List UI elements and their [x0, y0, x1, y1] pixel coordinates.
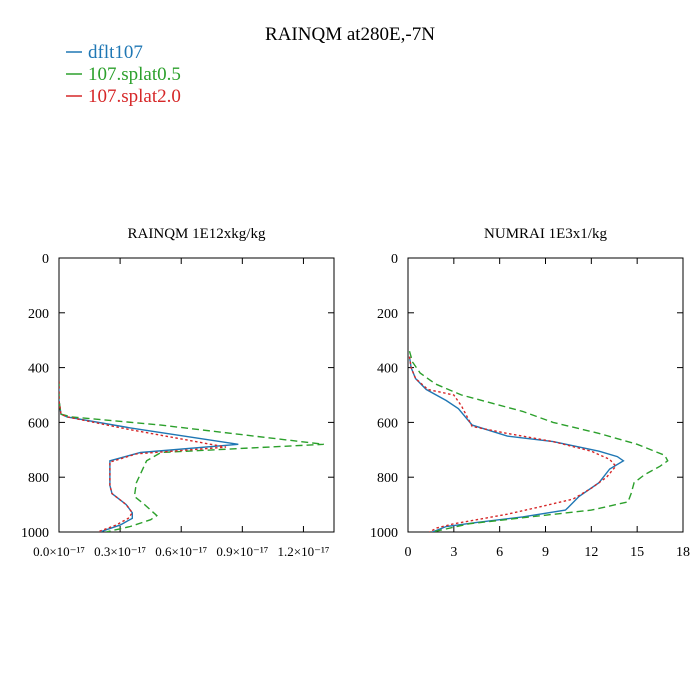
y-tick-label: 1000 [370, 526, 398, 541]
y-tick-label: 0 [42, 252, 49, 267]
y-tick-label: 1000 [21, 526, 49, 541]
y-tick-label: 400 [377, 362, 398, 377]
y-tick-label: 0 [391, 252, 398, 267]
x-tick-label: 3 [450, 545, 457, 560]
x-tick-label: 1.2×10⁻¹⁷ [278, 544, 330, 559]
x-tick-label: 12 [584, 545, 598, 560]
panel-title: NUMRAI 1E3x1/kg [484, 226, 607, 242]
x-tick-label: 0.3×10⁻¹⁷ [94, 544, 146, 559]
series-line-dflt107 [408, 356, 625, 532]
panel-title: RAINQM 1E12xkg/kg [128, 226, 266, 242]
x-tick-label: 9 [542, 545, 549, 560]
y-tick-label: 200 [28, 307, 49, 322]
y-tick-label: 200 [377, 307, 398, 322]
x-tick-label: 0 [405, 545, 412, 560]
x-tick-label: 0.9×10⁻¹⁷ [216, 544, 268, 559]
y-tick-label: 800 [377, 471, 398, 486]
rainqm-panel: RAINQM 1E12xkg/kg 0 200 400 600 800 1000 0.0×10… [21, 226, 335, 559]
numrai-panel: NUMRAI 1E3x1/kg 0 200 400 600 800 1000 0 3 6 9 12 15… [370, 226, 690, 560]
x-tick-label: 0.0×10⁻¹⁷ [33, 544, 85, 559]
series-line-107-splat2-0 [408, 356, 617, 532]
x-tick-label: 6 [496, 545, 503, 560]
figure-title: RAINQM at280E,-7N [265, 24, 435, 45]
x-tick-label: 0.6×10⁻¹⁷ [155, 544, 207, 559]
x-tick-label: 15 [630, 545, 644, 560]
legend-label-0: dflt107 [88, 42, 143, 63]
x-tick-label: 18 [676, 545, 690, 560]
y-tick-label: 800 [28, 471, 49, 486]
legend-label-1: 107.splat0.5 [88, 64, 181, 85]
series-line-107-splat0-5 [408, 351, 669, 532]
y-tick-label: 600 [377, 416, 398, 431]
y-tick-label: 600 [28, 416, 49, 431]
series-line-107-splat2-0 [59, 381, 227, 532]
y-tick-label: 400 [28, 362, 49, 377]
legend-label-2: 107.splat2.0 [88, 86, 181, 107]
